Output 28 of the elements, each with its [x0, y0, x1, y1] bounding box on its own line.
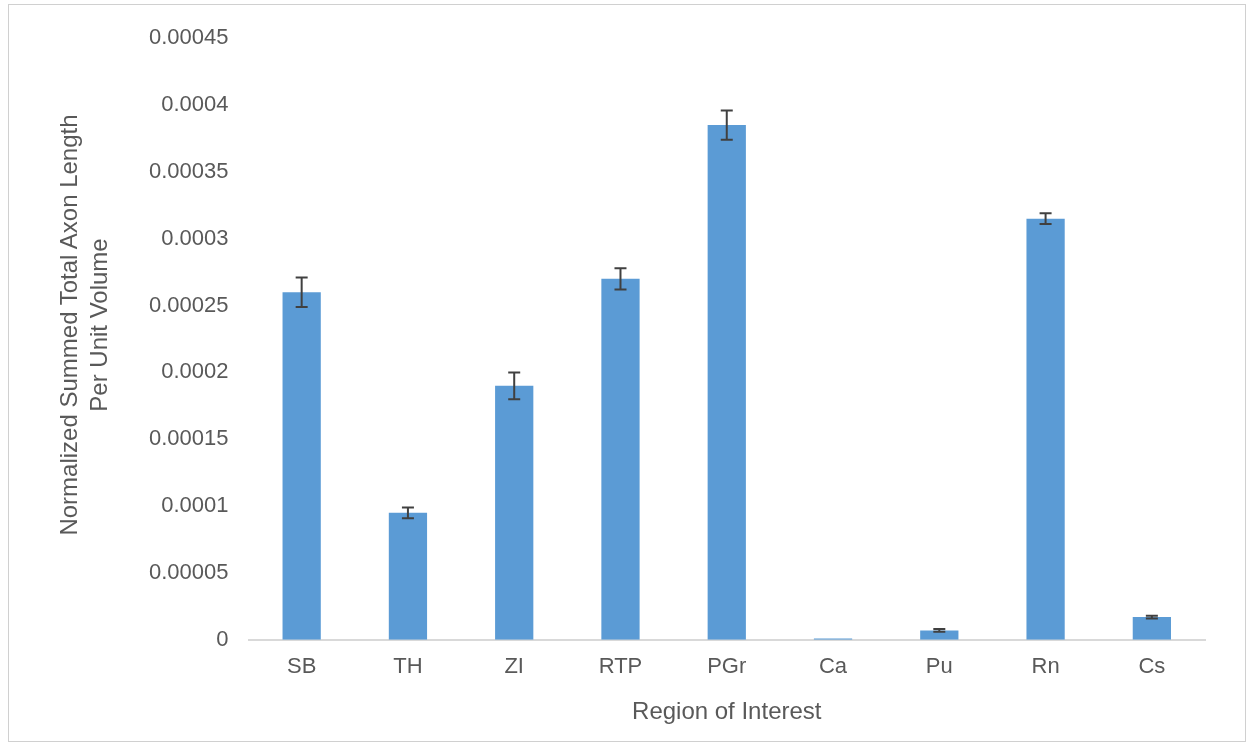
y-tick-label: 0.00045 — [148, 24, 229, 50]
y-tick-label: 0.0004 — [161, 91, 229, 117]
bar — [282, 292, 321, 640]
bar — [1132, 617, 1171, 640]
y-tick-label: 0.0003 — [161, 224, 229, 250]
x-tick-label: Rn — [1031, 653, 1060, 679]
y-tick-label: 0.00035 — [148, 157, 229, 183]
y-tick-label: 0.00025 — [148, 291, 229, 317]
bar — [601, 278, 640, 640]
bar — [388, 512, 428, 640]
x-tick-label: PGr — [707, 653, 747, 679]
y-tick-label: 0.00005 — [148, 559, 229, 585]
x-tick-label: ZI — [504, 653, 524, 679]
x-tick-label: Ca — [818, 653, 848, 679]
y-axis-title: Normalized Summed Total Axon Length Per Unit Volume — [54, 113, 113, 538]
bar — [707, 125, 746, 640]
y-tick-label: 0.0001 — [161, 492, 229, 518]
y-tick-label: 0 — [216, 625, 229, 651]
y-tick-label: 0.0002 — [161, 358, 229, 384]
x-tick-label: RTP — [598, 653, 643, 679]
x-tick-label: Cs — [1138, 653, 1166, 679]
x-tick-label: TH — [393, 653, 423, 679]
y-tick-label: 0.00015 — [148, 425, 229, 451]
x-tick-label: Pu — [925, 653, 953, 679]
bar — [1026, 218, 1065, 640]
x-tick-label: SB — [286, 653, 317, 679]
bar — [495, 385, 534, 640]
x-axis-title: Region of Interest — [632, 697, 822, 725]
